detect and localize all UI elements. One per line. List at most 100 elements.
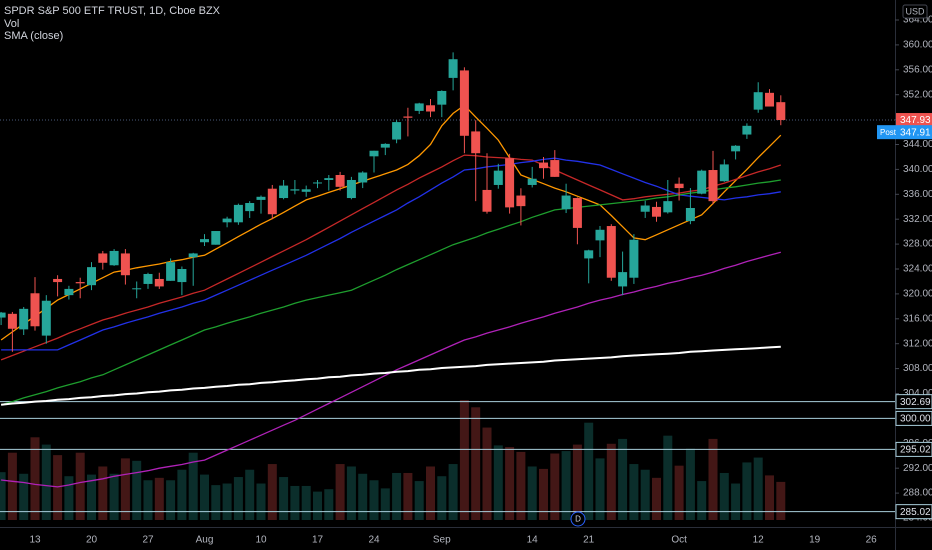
- y-tick-label: 320.00: [903, 289, 932, 300]
- sma-line: [0, 179, 781, 406]
- candle-body: [505, 158, 515, 208]
- volume-bar: [188, 452, 198, 520]
- volume-bar: [30, 437, 40, 520]
- candle-body: [380, 143, 390, 148]
- candle-body: [708, 170, 718, 202]
- volume-bar: [471, 407, 481, 520]
- candle-body: [606, 226, 616, 278]
- y-tick-label: 364.00: [903, 15, 932, 26]
- candle-body: [595, 229, 605, 241]
- volume-bar: [7, 452, 17, 520]
- volume-layer: [0, 400, 786, 520]
- candle-body: [459, 70, 469, 136]
- volume-bar: [426, 466, 435, 520]
- volume-bar: [708, 438, 718, 520]
- volume-bar: [606, 443, 616, 520]
- volume-bar: [64, 476, 74, 520]
- candle-body: [64, 288, 74, 296]
- candle-body: [731, 145, 741, 152]
- volume-bar: [267, 464, 277, 520]
- volume-bar: [776, 481, 786, 520]
- last-price-label: 347.93: [900, 115, 931, 126]
- volume-bar: [482, 427, 492, 520]
- volume-bar: [279, 477, 289, 520]
- volume-bar: [765, 475, 774, 520]
- volume-bar: [120, 458, 130, 520]
- y-tick-label: 340.00: [903, 164, 932, 175]
- currency-box: [902, 4, 928, 19]
- legend-entry: Vol: [4, 18, 19, 30]
- volume-bar: [516, 451, 526, 520]
- volume-bar: [505, 447, 515, 520]
- price-line-tag: [895, 441, 932, 457]
- candle-body: [211, 231, 221, 245]
- y-tick-label: 312.00: [903, 338, 932, 349]
- volume-bar: [629, 464, 639, 520]
- y-tick-label: 332.00: [903, 214, 932, 225]
- candle-body: [572, 198, 582, 228]
- candle-body: [392, 122, 402, 140]
- y-tick-label: 360.00: [903, 40, 932, 51]
- chart-title: SPDR S&P 500 ETF TRUST, 1D, Cboe BZX: [4, 5, 221, 17]
- candle-body: [369, 150, 379, 157]
- candle-body: [719, 164, 729, 182]
- dividend-label[interactable]: D: [575, 515, 581, 524]
- candle-body: [550, 160, 560, 177]
- dividend-marker[interactable]: [570, 511, 586, 527]
- volume-bar: [290, 485, 300, 520]
- candle-body: [482, 189, 492, 212]
- volume-bar: [731, 483, 741, 520]
- volume-bar: [550, 453, 560, 520]
- post-price-tag: [896, 125, 932, 140]
- volume-bar: [392, 472, 402, 520]
- volume-bar: [618, 438, 628, 520]
- y-tick-label: 316.00: [903, 313, 932, 324]
- candle-body: [132, 288, 142, 290]
- volume-bar: [459, 400, 469, 520]
- volume-bar: [403, 472, 413, 520]
- volume-bar: [75, 452, 85, 520]
- candle-body: [200, 239, 209, 243]
- x-tick-label: Oct: [671, 535, 687, 546]
- x-tick-label: 13: [29, 535, 41, 546]
- price-line-tag: [895, 504, 932, 520]
- candle-body: [618, 272, 628, 287]
- x-tick-label: 21: [583, 535, 595, 546]
- candle-body: [154, 278, 164, 287]
- x-tick-label: Sep: [433, 535, 451, 546]
- volume-bar: [380, 488, 390, 520]
- volume-bar: [41, 444, 51, 520]
- candle-body: [685, 207, 695, 222]
- volume-bar: [346, 466, 356, 520]
- y-tick-label: 304.00: [903, 388, 932, 399]
- volume-bar: [584, 422, 594, 520]
- volume-bar: [663, 435, 673, 520]
- volume-bar: [132, 460, 142, 520]
- legend-entry: SMA (close): [4, 30, 63, 42]
- volume-bar: [211, 485, 221, 520]
- volume-bar: [324, 489, 334, 520]
- volume-bar: [719, 472, 729, 520]
- candle-body: [629, 239, 639, 278]
- volume-bar: [448, 464, 458, 520]
- candle-layer: [0, 52, 786, 352]
- candle-body: [256, 196, 266, 200]
- candle-body: [30, 293, 40, 327]
- candle-body: [290, 189, 300, 191]
- volume-bar: [53, 455, 63, 520]
- x-tick-label: 12: [753, 535, 765, 546]
- volume-bar: [539, 468, 548, 520]
- candle-body: [245, 203, 255, 212]
- volume-bar: [369, 480, 379, 520]
- candle-body: [697, 170, 707, 194]
- x-tick-label: 20: [86, 535, 98, 546]
- y-tick-label: 356.00: [903, 64, 932, 75]
- candle-body: [448, 59, 458, 78]
- volume-bar: [109, 473, 119, 520]
- last-price-tag: [896, 113, 932, 128]
- volume-bar: [200, 474, 209, 520]
- y-tick-label: 292.00: [903, 463, 932, 474]
- candle-body: [98, 253, 108, 263]
